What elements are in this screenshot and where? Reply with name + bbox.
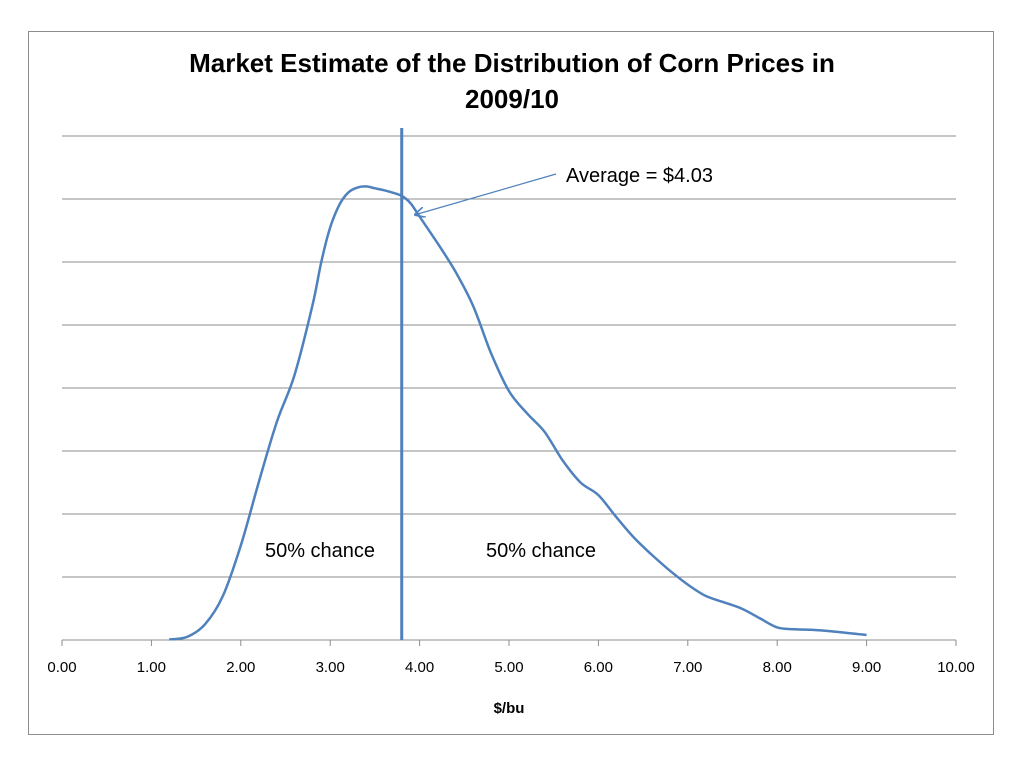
y-gridlines <box>62 135 956 578</box>
x-tick-label-5: 5.00 <box>494 659 523 676</box>
chart-frame <box>28 31 994 735</box>
x-tick-label-7: 7.00 <box>673 659 702 676</box>
x-tick-label-8: 8.00 <box>763 659 792 676</box>
left-chance-label: 50% chance <box>265 540 375 562</box>
chart-title-line-2: 2009/10 <box>465 84 559 114</box>
x-axis-label: $/bu <box>494 700 525 717</box>
chart-title-line-1: Market Estimate of the Distribution of C… <box>189 48 835 78</box>
average-annotation-label: Average = $4.03 <box>566 165 713 187</box>
x-tick-label-9: 9.00 <box>852 659 881 676</box>
average-annotation-arrow <box>415 173 557 215</box>
x-axis <box>61 639 957 646</box>
x-tick-label-4: 4.00 <box>405 659 434 676</box>
x-tick-label-6: 6.00 <box>584 659 613 676</box>
x-tick-label-0: 0.00 <box>47 659 76 676</box>
right-chance-label: 50% chance <box>486 540 596 562</box>
x-tick-labels: 0.00 1.00 2.00 3.00 4.00 5.00 6.00 7.00 8.00 9.00… <box>47 659 974 676</box>
x-tick-label-10: 10.00 <box>937 659 975 676</box>
x-tick-label-2: 2.00 <box>226 659 255 676</box>
price-distribution-line <box>169 185 867 641</box>
x-tick-label-3: 3.00 <box>316 659 345 676</box>
x-tick-label-1: 1.00 <box>137 659 166 676</box>
